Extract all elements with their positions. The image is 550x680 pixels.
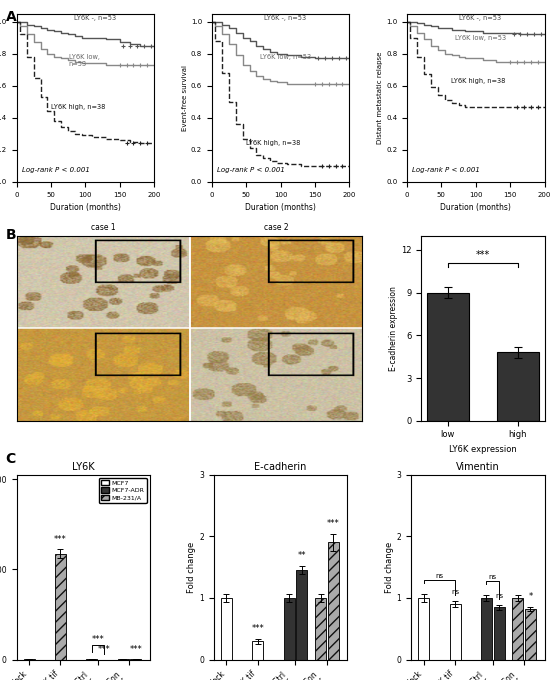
Y-axis label: Distant metastatic relapse: Distant metastatic relapse [377, 52, 383, 144]
Text: LY6K -, n=53: LY6K -, n=53 [74, 15, 117, 21]
Text: Log-rank P < 0.001: Log-rank P < 0.001 [217, 167, 285, 173]
Bar [449, 604, 460, 660]
Bar [493, 607, 504, 660]
Bar [525, 609, 536, 660]
Text: ns: ns [495, 593, 503, 599]
Text: ***: *** [54, 535, 67, 544]
Bar [315, 598, 326, 660]
Text: LY6K -, n=53: LY6K -, n=53 [264, 15, 306, 21]
Text: A: A [6, 10, 16, 24]
Text: LY6K high, n=38: LY6K high, n=38 [246, 140, 300, 146]
Text: ns: ns [451, 590, 459, 596]
Text: LY6K low, n=53: LY6K low, n=53 [260, 54, 311, 60]
Text: LY6K high, n=38: LY6K high, n=38 [451, 78, 505, 84]
Text: ***: *** [98, 645, 111, 654]
Bar [481, 598, 492, 660]
Bar [328, 543, 339, 660]
Bar [427, 292, 469, 421]
Y-axis label: Fold change: Fold change [188, 541, 196, 593]
Bar [55, 554, 66, 660]
Title: LY6K: LY6K [72, 462, 95, 473]
Text: ns: ns [436, 573, 443, 579]
Text: B: B [6, 228, 16, 242]
Text: ***: *** [476, 250, 490, 260]
Y-axis label: E-cadherin expression: E-cadherin expression [389, 286, 398, 371]
Text: case 1: case 1 [91, 223, 116, 232]
Bar [221, 598, 232, 660]
Text: LY6K high, n=38: LY6K high, n=38 [51, 105, 105, 110]
Text: **: ** [298, 551, 306, 560]
Text: C: C [6, 452, 16, 466]
X-axis label: Duration (months): Duration (months) [245, 203, 316, 212]
Title: E-cadherin: E-cadherin [254, 462, 307, 473]
Y-axis label: Fold change: Fold change [385, 541, 394, 593]
X-axis label: Duration (months): Duration (months) [50, 203, 120, 212]
Text: LY6K low, n=53: LY6K low, n=53 [455, 35, 506, 41]
Bar [418, 598, 429, 660]
Legend: MCF7, MCF7-ADR, MB-231/A: MCF7, MCF7-ADR, MB-231/A [99, 477, 147, 503]
Text: ns: ns [488, 574, 497, 580]
X-axis label: Duration (months): Duration (months) [441, 203, 511, 212]
Text: *: * [528, 592, 532, 601]
Text: Log-rank P < 0.001: Log-rank P < 0.001 [22, 167, 90, 173]
Text: ***: *** [92, 635, 104, 644]
Bar [252, 641, 263, 660]
Bar [284, 598, 295, 660]
Text: ***: *** [251, 624, 264, 633]
Text: LY6K -, n=53: LY6K -, n=53 [459, 15, 502, 21]
X-axis label: LY6K expression: LY6K expression [449, 445, 516, 454]
Text: ***: *** [327, 520, 339, 528]
Text: case 2: case 2 [263, 223, 288, 232]
Text: ***: *** [129, 645, 142, 654]
Bar [296, 570, 307, 660]
Bar [497, 352, 539, 421]
Bar [513, 598, 523, 660]
Text: LY6K low,
n=53: LY6K low, n=53 [69, 54, 100, 67]
Text: Log-rank P < 0.001: Log-rank P < 0.001 [412, 167, 480, 173]
Y-axis label: Event-free survival: Event-free survival [182, 65, 188, 131]
Title: Vimentin: Vimentin [456, 462, 500, 473]
